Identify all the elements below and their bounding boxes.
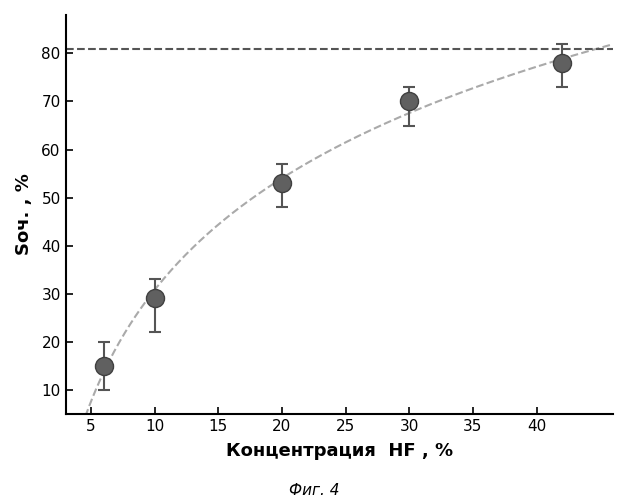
Point bbox=[557, 59, 567, 67]
Y-axis label: Sоч. , %: Sоч. , % bbox=[15, 174, 33, 256]
Text: Фиг. 4: Фиг. 4 bbox=[289, 483, 339, 498]
Point bbox=[149, 294, 160, 302]
Point bbox=[404, 98, 414, 106]
Point bbox=[277, 179, 287, 187]
X-axis label: Концентрация  HF , %: Концентрация HF , % bbox=[225, 442, 453, 460]
Point bbox=[99, 362, 109, 370]
